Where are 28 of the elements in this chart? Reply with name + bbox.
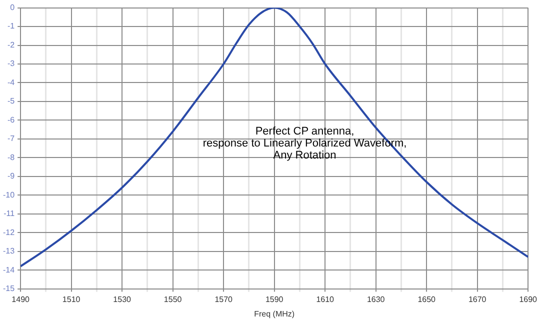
y-tick-label: -8 xyxy=(7,152,16,162)
x-axis-title: Freq (MHz) xyxy=(254,309,295,318)
y-tick-label: -13 xyxy=(3,246,16,256)
y-tick-label: -10 xyxy=(3,190,16,200)
x-tick-label: 1490 xyxy=(12,294,30,304)
y-tick-label: -3 xyxy=(7,59,16,68)
y-tick-label: -5 xyxy=(7,96,16,106)
x-tick-label: 1590 xyxy=(265,294,284,304)
x-tick-label: 1550 xyxy=(164,294,182,304)
y-tick-label: -4 xyxy=(7,78,16,87)
y-tick-label: -12 xyxy=(3,228,16,237)
x-tick-label: 1530 xyxy=(113,294,132,304)
y-tick-label: -14 xyxy=(3,265,16,274)
x-tick-label: 1610 xyxy=(316,294,335,304)
y-tick-label: -9 xyxy=(7,172,16,181)
y-tick-label: -2 xyxy=(7,40,16,50)
x-tick-label: 1630 xyxy=(366,294,386,304)
y-tick-label: -11 xyxy=(4,209,16,218)
x-tick-label: 1510 xyxy=(62,294,81,304)
x-tick-label: 1670 xyxy=(468,294,487,304)
y-tick-label: 0 xyxy=(10,3,16,12)
y-tick-label: -6 xyxy=(7,115,16,124)
x-tick-label: 1650 xyxy=(418,294,436,304)
x-tick-label: 1690 xyxy=(519,294,538,304)
y-tick-label: -7 xyxy=(7,134,16,144)
y-tick-label: -15 xyxy=(3,284,16,294)
y-tick-label: -1 xyxy=(7,22,16,31)
x-tick-label: 1570 xyxy=(214,294,234,304)
